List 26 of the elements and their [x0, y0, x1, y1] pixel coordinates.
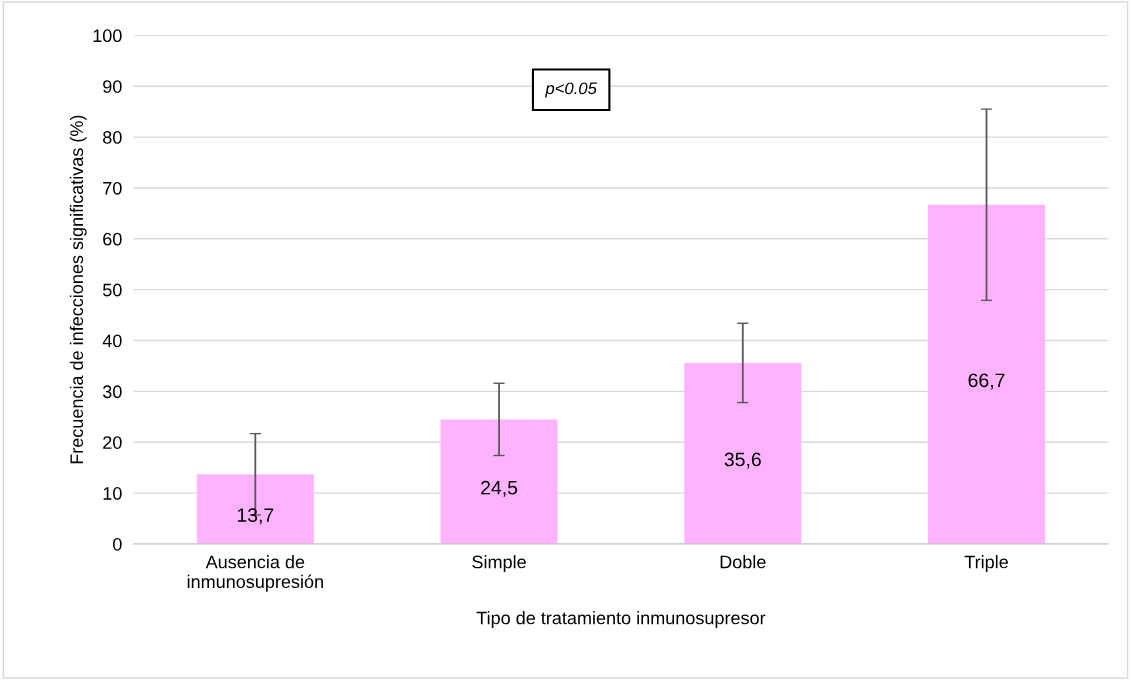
y-tick-label: 0	[113, 537, 122, 551]
y-tick-label: 90	[103, 80, 122, 93]
y-tick-label: 20	[103, 436, 122, 449]
x-tick-label: Simple	[472, 555, 526, 572]
x-axis-title: Tipo de tratamiento inmunosupresor	[476, 611, 766, 628]
bar	[440, 419, 558, 544]
x-tick-label: Doble	[720, 555, 766, 569]
bar	[684, 362, 802, 544]
data-label: 24,5	[481, 480, 518, 497]
bar	[928, 204, 1046, 544]
y-tick-label: 30	[102, 385, 122, 399]
y-tick-label: 70	[103, 181, 122, 195]
x-tick-label: Triple	[964, 555, 1008, 572]
data-label: 66,7	[968, 373, 1005, 390]
data-label: 35,6	[724, 452, 761, 469]
y-tick-label: 100	[93, 29, 122, 43]
y-tick-label: 40	[102, 334, 122, 348]
y-tick-label: 10	[103, 487, 122, 500]
y-tick-label: 80	[103, 131, 122, 144]
bar	[196, 474, 314, 544]
y-tick-label: 60	[103, 232, 122, 246]
data-label: 13,7	[237, 508, 274, 525]
annotation: p<0.05	[545, 82, 597, 98]
y-axis-title: Frecuencia de infecciones significativas (%)	[69, 115, 87, 464]
y-tick-label: 50	[102, 283, 122, 297]
x-tick-label: Ausencia de inmunosupresión	[187, 555, 323, 592]
